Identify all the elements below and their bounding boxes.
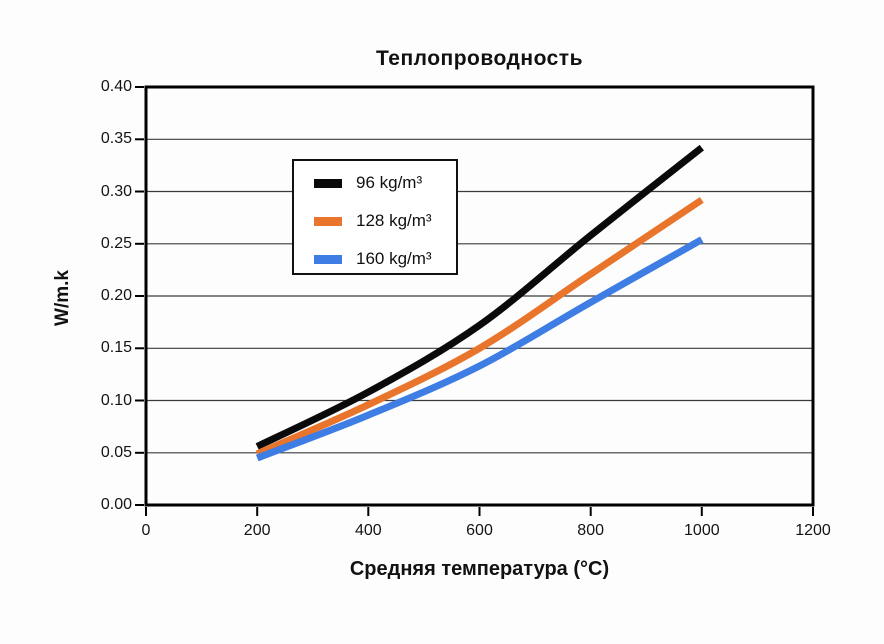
- legend-item: 128 kg/m³: [294, 209, 456, 233]
- y-tick-label: 0.20: [100, 287, 132, 304]
- y-tick-label: 0.05: [100, 443, 132, 461]
- chart-title: Теплопроводность: [376, 47, 583, 70]
- x-tick-label: 0: [141, 522, 151, 539]
- x-tick-label: 600: [466, 522, 493, 539]
- x-tick-label: 200: [243, 522, 271, 539]
- y-tick-label: 0.40: [100, 78, 132, 95]
- y-tick-label: 0.00: [100, 496, 132, 513]
- y-tick-label: 0.10: [100, 391, 132, 409]
- y-tick-label: 0.25: [100, 234, 132, 252]
- y-tick-label: 0.15: [100, 339, 132, 357]
- legend-item: 96 kg/m³: [294, 171, 456, 195]
- legend-swatch: [314, 216, 342, 226]
- series-line-128: [255, 196, 704, 457]
- y-tick-label: 0.30: [100, 182, 132, 200]
- x-tick-label: 400: [354, 522, 382, 539]
- series-line-160: [255, 236, 704, 462]
- legend-label: 96 kg/m³: [356, 173, 423, 192]
- y-tick-label: 0.35: [100, 130, 132, 148]
- x-axis-title: Средняя температура (°C): [349, 558, 610, 580]
- legend-label: 160 kg/m³: [356, 249, 432, 268]
- legend: 96 kg/m³ 128 kg/m³ 160 kg/m³: [292, 159, 458, 275]
- legend-item: 160 kg/m³: [294, 247, 456, 271]
- x-tick-label: 1200: [795, 522, 831, 539]
- plot-canvas: [135, 85, 815, 516]
- y-axis-title: W/m.k: [52, 270, 73, 326]
- plot-border: [144, 85, 815, 507]
- legend-label: 128 kg/m³: [356, 211, 432, 230]
- x-tick-label: 800: [577, 522, 604, 539]
- x-tick-label: 1000: [684, 522, 720, 539]
- series-line-96: [255, 144, 704, 450]
- legend-swatch: [314, 254, 342, 264]
- legend-swatch: [314, 178, 342, 188]
